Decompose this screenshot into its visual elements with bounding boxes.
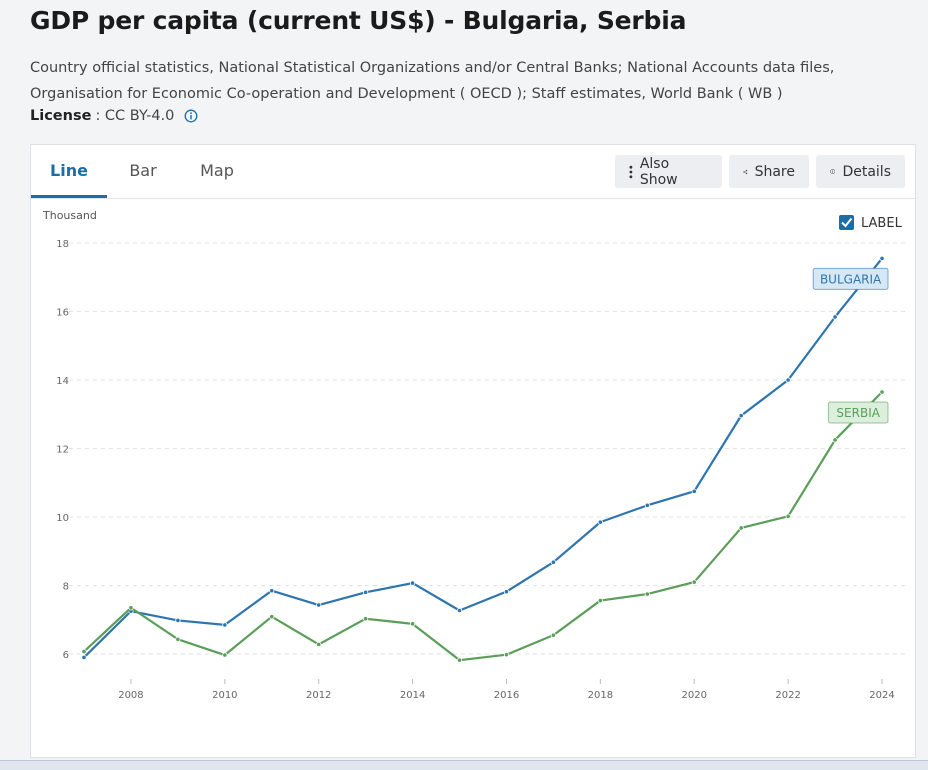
data-point-serbia[interactable] xyxy=(222,652,228,658)
data-point-serbia[interactable] xyxy=(363,616,369,622)
data-point-serbia[interactable] xyxy=(409,621,416,627)
data-point-serbia[interactable] xyxy=(832,437,838,443)
data-point-bulgaria[interactable] xyxy=(363,589,369,595)
x-tick-label: 2008 xyxy=(118,690,143,701)
share-button[interactable]: Share xyxy=(729,155,809,188)
y-tick-label: 8 xyxy=(63,582,69,593)
data-point-bulgaria[interactable] xyxy=(316,602,322,608)
data-point-bulgaria[interactable] xyxy=(832,314,838,320)
data-point-bulgaria[interactable] xyxy=(550,559,557,565)
chart-tabbar: Line Bar Map Also Show Share Details xyxy=(31,145,915,199)
data-point-bulgaria[interactable] xyxy=(785,377,791,383)
data-point-bulgaria[interactable] xyxy=(503,589,510,595)
details-button[interactable]: Details xyxy=(816,155,905,188)
vertical-dots-icon xyxy=(629,165,633,178)
also-show-button[interactable]: Also Show xyxy=(615,155,722,188)
y-tick-label: 10 xyxy=(56,513,69,524)
page-title: GDP per capita (current US$) - Bulgaria,… xyxy=(30,6,687,35)
line-chart: 6 8 10 12 14 16 18 2008 2010 2012 2014 2016 2018 202… xyxy=(42,209,906,701)
series-line-bulgaria[interactable] xyxy=(83,257,883,659)
data-point-bulgaria[interactable] xyxy=(691,488,697,494)
license-label: License xyxy=(30,108,92,124)
x-tick-label: 2022 xyxy=(775,690,800,701)
x-tick-label: 2010 xyxy=(212,690,237,701)
data-point-serbia[interactable] xyxy=(691,579,697,585)
x-tick-label: 2024 xyxy=(869,690,894,701)
data-point-serbia[interactable] xyxy=(644,591,650,597)
tab-map[interactable]: Map xyxy=(200,161,234,180)
source-text: Country official statistics, National St… xyxy=(30,60,835,102)
info-circle-icon xyxy=(830,168,836,175)
data-point-bulgaria[interactable] xyxy=(879,255,885,262)
data-point-serbia[interactable] xyxy=(81,649,87,655)
x-tick-label: 2020 xyxy=(682,690,707,701)
data-point-bulgaria[interactable] xyxy=(81,654,87,661)
series-label-box-bulgaria xyxy=(812,267,889,290)
share-icon xyxy=(743,169,748,174)
data-point-bulgaria[interactable] xyxy=(269,588,275,594)
data-point-serbia[interactable] xyxy=(597,597,603,604)
data-point-bulgaria[interactable] xyxy=(644,502,650,508)
data-point-bulgaria[interactable] xyxy=(222,622,228,628)
chart-card: Line Bar Map Also Show Share Details xyxy=(30,144,916,758)
checkmark-icon xyxy=(841,217,853,228)
data-point-bulgaria[interactable] xyxy=(175,617,181,624)
data-point-serbia[interactable] xyxy=(879,389,885,395)
series-line-serbia[interactable] xyxy=(83,391,883,662)
y-tick-label: 6 xyxy=(63,650,69,661)
x-tick-label: 2012 xyxy=(306,690,331,701)
data-point-serbia[interactable] xyxy=(175,636,181,642)
y-tick-label: 16 xyxy=(56,308,69,319)
x-tick-label: 2018 xyxy=(588,690,613,701)
y-axis-unit-label: Thousand xyxy=(42,209,97,222)
x-tick-label: 2016 xyxy=(494,690,519,701)
data-point-bulgaria[interactable] xyxy=(409,580,416,586)
data-point-serbia[interactable] xyxy=(503,652,510,658)
label-checkbox[interactable] xyxy=(839,215,854,230)
details-label: Details xyxy=(842,163,891,180)
license-value: : CC BY-4.0 xyxy=(95,108,175,124)
data-point-serbia[interactable] xyxy=(785,513,791,519)
share-label: Share xyxy=(754,163,795,180)
data-point-bulgaria[interactable] xyxy=(738,413,744,419)
data-point-bulgaria[interactable] xyxy=(597,519,603,525)
label-toggle[interactable]: LABEL xyxy=(839,215,903,231)
data-point-serbia[interactable] xyxy=(550,632,557,638)
y-tick-label: 14 xyxy=(56,376,69,387)
x-tick-label: 2014 xyxy=(400,690,425,701)
also-show-label: Also Show xyxy=(639,155,678,188)
bottom-strip xyxy=(0,760,928,770)
chart-area: 6 8 10 12 14 16 18 2008 2010 2012 2014 2016 2018 202… xyxy=(31,199,915,758)
info-icon[interactable] xyxy=(184,109,198,123)
data-point-serbia[interactable] xyxy=(456,657,463,663)
data-point-serbia[interactable] xyxy=(738,525,744,531)
label-toggle-text: LABEL xyxy=(861,216,903,231)
data-point-serbia[interactable] xyxy=(269,614,275,620)
data-point-serbia[interactable] xyxy=(128,605,134,611)
data-point-serbia[interactable] xyxy=(316,641,322,648)
y-tick-label: 18 xyxy=(56,239,69,250)
y-tick-label: 12 xyxy=(56,445,69,456)
series-label-box-serbia xyxy=(827,401,889,424)
series-label-serbia: SERBIA xyxy=(836,406,880,420)
tab-line[interactable]: Line xyxy=(31,145,107,198)
license-line: License : CC BY-4.0 xyxy=(30,108,198,124)
data-point-bulgaria[interactable] xyxy=(456,607,463,614)
series-label-bulgaria: BULGARIA xyxy=(820,272,882,286)
tab-bar[interactable]: Bar xyxy=(129,161,157,180)
